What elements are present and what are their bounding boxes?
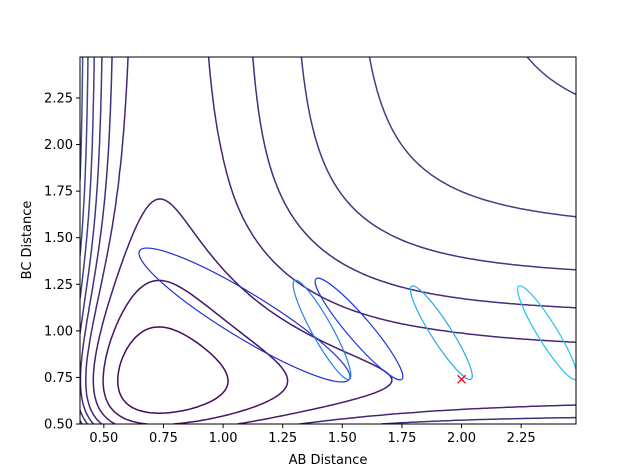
y-tick-label: 1.75 <box>44 185 73 200</box>
x-tick-label: 1.50 <box>328 431 357 446</box>
x-tick-label: 1.00 <box>209 431 238 446</box>
x-axis-label: AB Distance <box>289 453 368 468</box>
y-tick-label: 1.00 <box>44 324 73 339</box>
x-tick-label: 0.75 <box>149 431 178 446</box>
contour-level-line <box>80 57 576 424</box>
y-tick-label: 0.75 <box>44 371 73 386</box>
x-tick-label: 1.75 <box>387 431 416 446</box>
x-tick-label: 0.50 <box>89 431 118 446</box>
contour-level-line <box>117 326 229 414</box>
marker-stroke <box>457 374 467 384</box>
trajectory-ellipse <box>409 285 473 381</box>
y-axis-ticks: 0.50 0.75 1.00 1.25 1.50 1.75 2.00 2.25 <box>44 91 80 433</box>
y-tick-label: 2.00 <box>44 138 73 153</box>
x-tick-label: 2.00 <box>447 431 476 446</box>
contour-level-line <box>80 57 576 424</box>
x-axis-ticks: 0.50 0.75 1.00 1.25 1.50 1.75 2.00 2.25 <box>89 424 536 446</box>
x-tick-label: 2.25 <box>507 431 536 446</box>
trajectory-ellipse <box>292 279 352 381</box>
contour-level-line <box>85 57 576 424</box>
y-tick-label: 2.25 <box>44 91 73 106</box>
y-tick-label: 0.50 <box>44 418 73 433</box>
trajectory-ellipses <box>138 247 576 383</box>
trajectory-ellipse <box>516 285 576 381</box>
trajectory-ellipse <box>314 277 404 381</box>
plot-area <box>80 57 576 424</box>
final-position-marker <box>457 374 467 384</box>
y-tick-label: 1.50 <box>44 231 73 246</box>
y-axis-label: BC Distance <box>20 201 35 280</box>
axes-frame <box>79 56 577 425</box>
contour-level-line <box>102 279 289 424</box>
contour-level-line <box>80 57 576 424</box>
x-tick-label: 1.25 <box>268 431 297 446</box>
y-tick-label: 1.25 <box>44 278 73 293</box>
